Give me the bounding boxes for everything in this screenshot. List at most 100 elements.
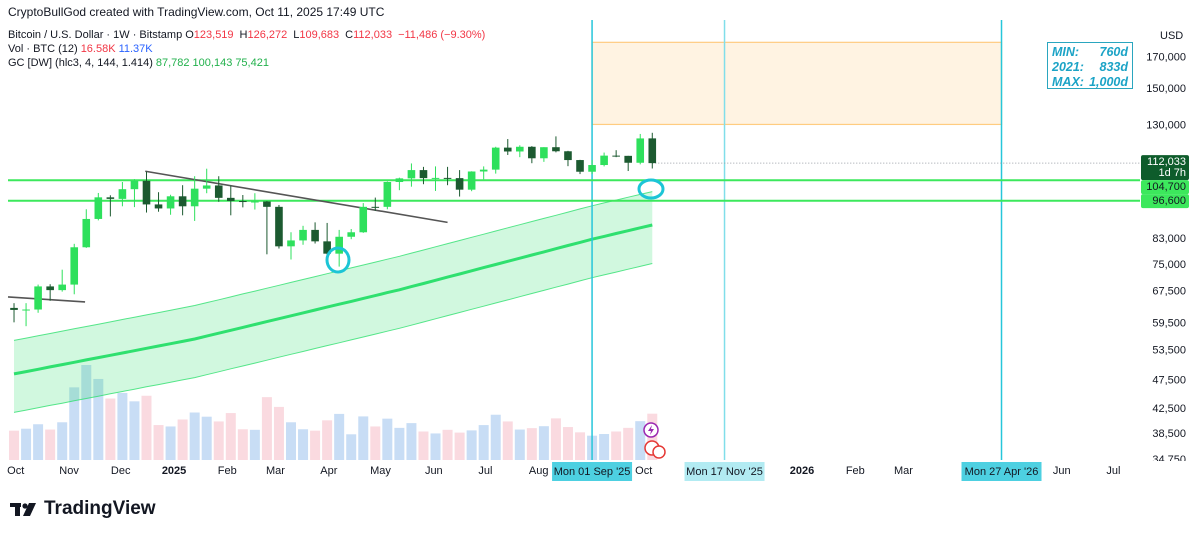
legend-row: Bitcoin / U.S. Dollar · 1W · Bitstamp O12… bbox=[8, 28, 488, 42]
legend-gc-name: GC [DW] (hlc3, 4, 144, 1.414) bbox=[8, 57, 153, 69]
trendline bbox=[145, 170, 448, 224]
candle-body bbox=[419, 170, 428, 179]
price-axis-bg bbox=[1140, 20, 1200, 464]
ohlc-value: 123,519 bbox=[193, 29, 234, 41]
volume-bar bbox=[490, 414, 501, 460]
candle-body bbox=[130, 180, 139, 190]
info-row: MAX: 1,000d bbox=[1048, 75, 1132, 90]
level-label-box bbox=[1141, 180, 1189, 195]
candle-body bbox=[516, 146, 524, 152]
price-countdown: 1d 7h bbox=[1158, 167, 1186, 179]
y-tick-label: 170,000 bbox=[1146, 51, 1186, 63]
ohlc-value: 109,683 bbox=[299, 29, 340, 41]
header: CryptoBullGod created with TradingView.c… bbox=[8, 5, 385, 19]
legend-volume-name: Vol · BTC (12) bbox=[8, 43, 78, 55]
candle-body bbox=[359, 206, 368, 233]
candle-body bbox=[10, 307, 18, 310]
ohlc-item: H126,272 bbox=[240, 29, 291, 41]
candle-body bbox=[323, 241, 331, 254]
candle-body bbox=[58, 284, 66, 291]
candle-body bbox=[106, 197, 115, 199]
volume-bar bbox=[322, 420, 333, 460]
candle-body bbox=[94, 197, 103, 219]
volume-bar bbox=[538, 426, 549, 460]
candle-body bbox=[371, 206, 380, 208]
y-tick-label: 150,000 bbox=[1146, 83, 1186, 95]
volume-bar bbox=[623, 427, 634, 460]
brand: TradingView bbox=[44, 498, 156, 519]
time-marker-box bbox=[961, 462, 1042, 481]
volume-bar bbox=[141, 395, 152, 460]
volume-bar bbox=[237, 429, 248, 460]
volume-bar bbox=[201, 416, 212, 460]
volume-bar bbox=[225, 413, 236, 460]
legend-gc-value: 75,421 bbox=[235, 57, 269, 69]
candle-body bbox=[34, 286, 42, 310]
candle-body bbox=[612, 155, 620, 157]
candle-body bbox=[431, 177, 440, 179]
volume-bar bbox=[9, 430, 20, 460]
candle-body bbox=[395, 178, 404, 183]
volume-bar bbox=[33, 424, 44, 460]
candle-body bbox=[528, 146, 536, 159]
candle-body bbox=[22, 309, 30, 311]
price-label-box bbox=[1141, 155, 1189, 181]
candle-body bbox=[82, 218, 91, 248]
time-marker-box bbox=[552, 462, 633, 481]
volume-bar bbox=[575, 432, 586, 460]
x-tick-label: Jun bbox=[1053, 465, 1071, 477]
info-row: MIN: 760d bbox=[1048, 45, 1132, 60]
candle-body bbox=[190, 188, 199, 207]
candle-body bbox=[479, 169, 488, 172]
info-value: 760d bbox=[1099, 45, 1129, 59]
volume-bar bbox=[635, 421, 646, 460]
volume-bar bbox=[514, 429, 525, 460]
candle-body bbox=[564, 151, 572, 161]
volume-bar bbox=[370, 426, 381, 460]
volume-bar bbox=[418, 431, 429, 460]
ohlc-key: H bbox=[239, 29, 248, 41]
volume-bar bbox=[189, 412, 200, 460]
volume-bar bbox=[129, 401, 140, 460]
volume-bar bbox=[430, 433, 441, 460]
trendline bbox=[7, 296, 86, 303]
volume-bar bbox=[466, 430, 477, 460]
candle-body bbox=[287, 240, 295, 247]
legend-row: Vol · BTC (12) 16.58K 11.37K bbox=[8, 42, 488, 56]
volume-bar bbox=[562, 427, 573, 460]
volume-bar bbox=[273, 406, 284, 460]
volume-bar bbox=[406, 423, 417, 460]
x-tick-label: Oct bbox=[7, 465, 24, 477]
volume-bar bbox=[502, 421, 513, 460]
ohlc-item: L109,683 bbox=[293, 29, 342, 41]
channel-fill bbox=[14, 191, 653, 413]
volume-bar bbox=[45, 429, 56, 460]
y-tick-label: 130,000 bbox=[1146, 119, 1186, 131]
ohlc-key: C bbox=[345, 29, 354, 41]
time-marker-box bbox=[684, 462, 765, 481]
volume-bar bbox=[69, 387, 80, 460]
volume-bar bbox=[286, 422, 296, 460]
candle-body bbox=[118, 189, 127, 199]
x-tick-label: Feb bbox=[218, 465, 237, 477]
level-label: 96,600 bbox=[1152, 195, 1186, 207]
volume-bar bbox=[382, 418, 393, 460]
candle-body bbox=[443, 177, 452, 179]
event-icon bbox=[652, 445, 666, 459]
channel-mid bbox=[13, 223, 653, 376]
candle-body bbox=[142, 180, 151, 205]
volume-bar bbox=[261, 397, 272, 460]
volume-bar bbox=[478, 425, 489, 460]
candle-body bbox=[178, 196, 187, 207]
candle-body bbox=[299, 229, 307, 241]
info-key: 2021: bbox=[1052, 60, 1084, 74]
time-marker-label: Mon 17 Nov '25 bbox=[686, 466, 763, 478]
candle-body bbox=[311, 229, 319, 242]
candle-body bbox=[275, 206, 283, 247]
volume-bar bbox=[21, 428, 32, 460]
volume-bar bbox=[442, 429, 453, 460]
candle-body bbox=[648, 138, 657, 164]
candle-body bbox=[239, 200, 247, 203]
